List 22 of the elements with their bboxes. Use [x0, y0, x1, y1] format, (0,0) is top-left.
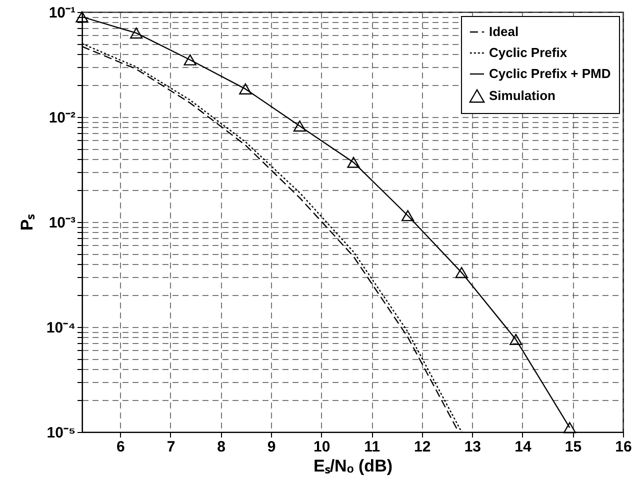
legend-label: Cyclic Prefix	[489, 45, 568, 60]
x-axis-title: Eₛ/Nₒ (dB)	[313, 456, 393, 476]
y-tick-label: 10⁻⁵	[46, 424, 76, 442]
legend-label: Cyclic Prefix + PMD	[489, 66, 611, 81]
x-tick-label: 8	[217, 438, 226, 456]
x-tick-label: 10	[313, 438, 330, 456]
x-tick-label: 16	[615, 438, 632, 456]
y-tick-label: 10⁻²	[48, 110, 76, 126]
x-tick-label: 11	[364, 438, 380, 456]
y-tick-label: 10⁻⁴	[46, 320, 76, 336]
y-axis-title: Pₛ	[17, 213, 36, 231]
x-tick-label: 14	[514, 438, 532, 456]
x-tick-label: 13	[464, 438, 482, 456]
x-tick-label: 15	[564, 438, 582, 456]
x-tick-label: 6	[116, 438, 125, 456]
y-tick-label: 10⁻¹	[48, 4, 76, 22]
x-tick-label: 9	[267, 438, 276, 456]
x-tick-label: 7	[166, 438, 176, 456]
x-tick-label: 12	[414, 438, 431, 456]
y-tick-label: 10⁻³	[48, 214, 76, 232]
legend-label: Simulation	[489, 88, 556, 103]
legend-label: Ideal	[489, 24, 519, 39]
